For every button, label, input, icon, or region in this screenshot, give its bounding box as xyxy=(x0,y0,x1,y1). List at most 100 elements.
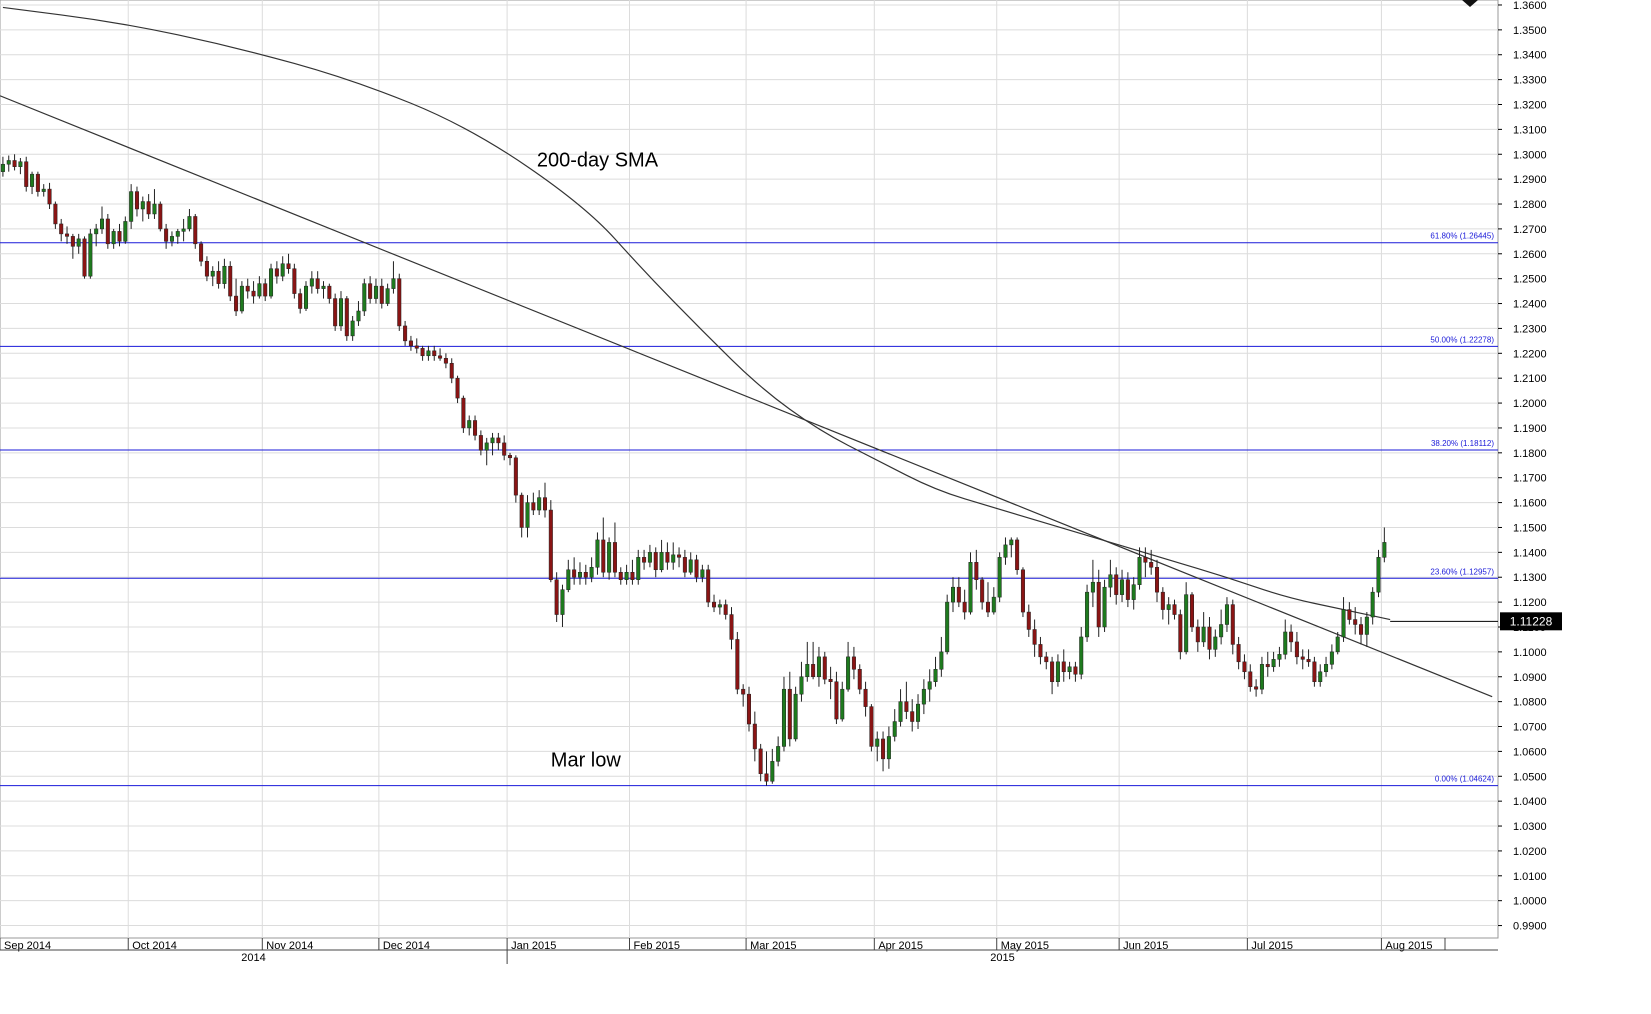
candle-body xyxy=(1324,664,1329,673)
candle-body xyxy=(892,721,897,737)
candle-body xyxy=(292,268,297,294)
candle-body xyxy=(484,442,489,451)
candles xyxy=(0,154,1387,786)
candle-body xyxy=(1015,539,1020,571)
candle-body xyxy=(822,656,827,680)
candle-body xyxy=(356,310,361,322)
y-tick-label: 1.0200 xyxy=(1513,846,1547,858)
candle-body xyxy=(694,559,699,578)
candle-body xyxy=(1073,666,1078,675)
candle-body xyxy=(577,572,582,578)
candle-body xyxy=(904,701,909,712)
candle-body xyxy=(274,268,279,277)
candle-body xyxy=(391,278,396,289)
candle-body xyxy=(12,160,17,167)
candle-body xyxy=(921,688,926,705)
y-tick-label: 1.3200 xyxy=(1513,99,1547,111)
candle-body xyxy=(916,703,921,722)
candle-body xyxy=(857,669,862,690)
y-tick-label: 1.1200 xyxy=(1513,597,1547,609)
candle-body xyxy=(1166,604,1171,610)
candle-body xyxy=(473,420,478,436)
candle-body xyxy=(991,596,996,613)
candle-body xyxy=(595,539,600,568)
candle-body xyxy=(712,601,717,608)
candle-body xyxy=(1353,619,1358,625)
candle-body xyxy=(146,201,151,215)
candle-body xyxy=(700,569,705,578)
candle-body xyxy=(927,681,932,690)
candle-body xyxy=(956,586,961,603)
candle-body xyxy=(1114,574,1119,595)
candle-body xyxy=(169,236,174,242)
candle-body xyxy=(653,552,658,571)
candle-body xyxy=(286,263,291,269)
candle-body xyxy=(910,711,915,722)
candle-body xyxy=(164,228,169,242)
candle-body xyxy=(659,552,664,571)
candle-body xyxy=(531,502,536,511)
candle-body xyxy=(881,738,886,760)
candle-body xyxy=(787,688,792,740)
candle-body xyxy=(461,397,466,429)
plot-border xyxy=(0,0,1499,939)
candle-body xyxy=(88,233,93,277)
time-axis: Sep 2014 Oct 2014 Nov 2014 Dec 2014 Jan 2015… xyxy=(0,938,1498,964)
candle-body xyxy=(420,348,425,357)
month-label: Oct 2014 xyxy=(132,940,177,952)
candle-body xyxy=(309,278,314,287)
candle-body xyxy=(1120,579,1125,595)
candle-body xyxy=(187,216,192,230)
candle-body xyxy=(805,664,810,678)
candle-body xyxy=(1149,562,1154,568)
candle-body xyxy=(496,437,501,444)
candle-body xyxy=(542,497,547,511)
candle-body xyxy=(717,604,722,608)
month-label: Feb 2015 xyxy=(634,940,680,952)
candle-body xyxy=(642,557,647,563)
candle-body xyxy=(129,191,134,222)
month-label: Sep 2014 xyxy=(4,940,51,952)
candle-body xyxy=(30,173,35,187)
candle-body xyxy=(1271,659,1276,668)
candle-body xyxy=(1090,581,1095,593)
candle-body xyxy=(886,736,891,760)
candle-body xyxy=(548,509,553,580)
candle-body xyxy=(140,201,145,210)
candle-body xyxy=(502,442,507,456)
month-label: Aug 2015 xyxy=(1385,940,1432,952)
candle-body xyxy=(1207,626,1212,650)
candle-body xyxy=(245,285,250,292)
candle-body xyxy=(333,298,338,327)
candle-body xyxy=(403,325,408,342)
candle-body xyxy=(1055,661,1060,682)
chart-grid xyxy=(0,0,1499,939)
month-label: Jul 2015 xyxy=(1251,940,1293,952)
y-tick-label: 1.2500 xyxy=(1513,274,1547,286)
candle-body xyxy=(770,761,775,782)
candle-body xyxy=(1184,594,1189,653)
y-tick-label: 1.3100 xyxy=(1513,124,1547,136)
candle-body xyxy=(426,350,431,357)
candle-body xyxy=(1335,636,1340,653)
candle-body xyxy=(618,572,623,580)
overlay-lines xyxy=(0,6,1493,698)
candle-body xyxy=(1382,542,1387,558)
candle-body xyxy=(846,656,851,690)
y-tick-label: 1.3500 xyxy=(1513,25,1547,37)
candle-body xyxy=(1242,661,1247,673)
candle-body xyxy=(1213,636,1218,650)
month-label: Dec 2014 xyxy=(383,940,430,952)
candle-body xyxy=(280,263,285,277)
month-label: Nov 2014 xyxy=(266,940,313,952)
candle-body xyxy=(414,345,419,349)
month-label: Jun 2015 xyxy=(1123,940,1168,952)
year-label: 2014 xyxy=(241,952,265,964)
candle-body xyxy=(1096,581,1101,628)
y-tick-label: 1.0900 xyxy=(1513,672,1547,684)
y-tick-label: 1.1800 xyxy=(1513,448,1547,460)
candle-body xyxy=(1306,659,1311,663)
candle-body xyxy=(869,706,874,747)
candle-body xyxy=(53,203,58,225)
